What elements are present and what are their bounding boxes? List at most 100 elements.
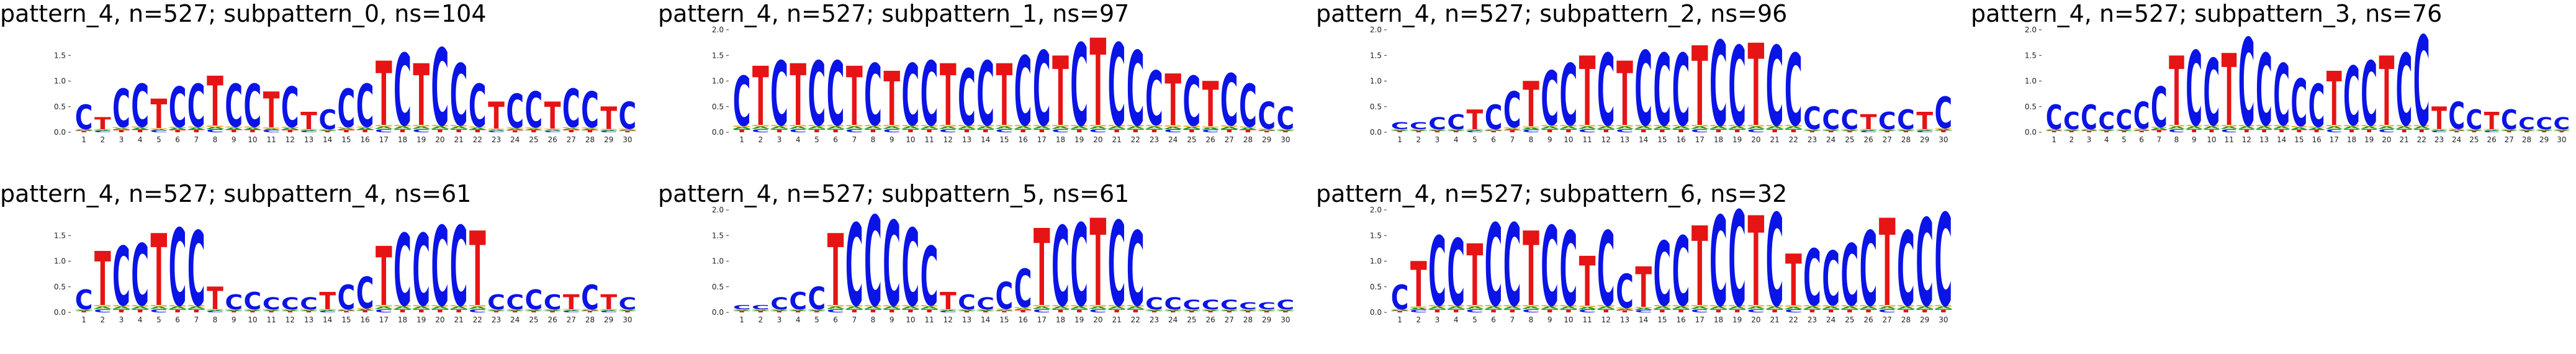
svg-text:G: G (1088, 304, 1108, 307)
logo-letter: C (131, 73, 149, 141)
svg-text:A: A (995, 126, 1014, 130)
svg-text:G: G (807, 124, 827, 127)
logo-letter-minor: T (1898, 130, 1914, 133)
svg-text:T: T (1429, 308, 1446, 314)
x-tick-label: 19 (417, 315, 426, 324)
svg-text:A: A (1822, 306, 1841, 310)
svg-text:A: A (1145, 126, 1164, 130)
svg-text:G: G (2097, 129, 2116, 130)
svg-text:T: T (1071, 308, 1088, 314)
logo-letter: T (1467, 227, 1484, 325)
x-tick-label: 28 (585, 135, 595, 144)
svg-text:G: G (186, 304, 206, 307)
svg-text:C: C (206, 311, 224, 313)
svg-text:C: C (562, 78, 580, 140)
svg-text:G: G (2343, 124, 2361, 127)
svg-text:A: A (826, 306, 845, 310)
svg-text:C: C (375, 308, 393, 314)
logo-letter-minor: A (205, 310, 225, 312)
x-tick-label: 3 (1435, 135, 1440, 144)
x-tick-label: 22 (2417, 135, 2426, 144)
svg-text:T: T (300, 107, 317, 135)
x-tick-label: 7 (2156, 135, 2161, 144)
x-tick-label: 19 (1074, 135, 1084, 144)
svg-text:T: T (1071, 128, 1088, 134)
logo-letter-minor: G (1219, 125, 1239, 127)
svg-text:T: T (169, 308, 187, 314)
svg-text:G: G (1521, 304, 1541, 307)
logo-letter-minor: A (2290, 127, 2308, 130)
logo-letter-minor: T (771, 128, 788, 134)
x-tick-label: 5 (156, 315, 161, 324)
x-tick-label: 1 (81, 315, 86, 324)
logo-letter-minor: A (751, 310, 770, 312)
logo-letter: C (356, 269, 374, 319)
svg-text:C: C (356, 269, 374, 319)
logo-letter-minor: G (1615, 307, 1634, 309)
logo-letter: C (1728, 184, 1746, 336)
logo-letter-minor: G (1783, 305, 1803, 307)
svg-text:A: A (281, 127, 300, 130)
svg-text:A: A (543, 129, 562, 131)
x-tick-label: 9 (1547, 135, 1552, 144)
svg-text:A: A (1447, 130, 1466, 132)
svg-text:A: A (412, 126, 431, 130)
logo-letter-minor: G (1088, 304, 1108, 307)
logo-letter-minor: A (1878, 306, 1897, 310)
svg-text:T: T (1729, 308, 1746, 314)
logo-letter: C (845, 200, 863, 331)
y-tick-label: 0.0 (712, 308, 724, 317)
logo-letter: T (2326, 56, 2342, 142)
logo-letter-minor: A (468, 127, 487, 130)
svg-text:A: A (1784, 306, 1803, 310)
x-tick-label: 18 (1056, 315, 1065, 324)
svg-text:T: T (1258, 311, 1275, 313)
x-tick-label: 7 (1510, 135, 1515, 144)
x-tick-label: 19 (1732, 135, 1742, 144)
svg-text:A: A (374, 126, 394, 130)
logo-letter-minor: T (2151, 129, 2167, 133)
svg-text:G: G (1765, 124, 1785, 127)
svg-text:C: C (1089, 128, 1107, 134)
svg-text:G: G (430, 304, 450, 307)
logo-letter: C (1860, 211, 1878, 330)
svg-text:C: C (206, 129, 224, 134)
logo-letter: C (1239, 301, 1257, 312)
logo-letter-minor: G (788, 309, 808, 311)
svg-text:A: A (976, 126, 996, 130)
logo-letter-minor: C (544, 130, 562, 133)
logo-letter-minor: A (976, 310, 996, 312)
logo-letter-minor: G (336, 127, 356, 129)
x-tick-label: 1 (81, 135, 86, 144)
svg-text:C: C (996, 274, 1014, 317)
logo-letter-minor: G (1125, 304, 1145, 307)
svg-text:G: G (74, 309, 94, 311)
logo-letter: C (1560, 211, 1578, 330)
svg-text:T: T (413, 308, 430, 314)
logo-letter-minor: T (1785, 128, 1803, 134)
svg-text:T: T (1654, 308, 1672, 314)
logo-letter: T (300, 107, 317, 135)
logo-letter-minor: G (1727, 124, 1747, 127)
svg-text:C: C (1428, 114, 1446, 133)
logo-letter: T (263, 81, 280, 139)
svg-text:A: A (1690, 306, 1709, 310)
logo-letter-minor: T (958, 311, 975, 313)
logo-letter-minor: T (1598, 308, 1615, 314)
svg-text:G: G (486, 129, 506, 130)
logo-letter-minor: T (2116, 130, 2132, 133)
logo-letter-minor: A (225, 127, 244, 130)
svg-text:T: T (207, 280, 223, 317)
logo-letter-minor: G (1238, 126, 1258, 128)
svg-text:A: A (732, 310, 752, 312)
svg-text:G: G (1877, 129, 1897, 130)
svg-text:G: G (1896, 304, 1916, 307)
logo-letter-minor: A (845, 306, 864, 310)
svg-text:A: A (187, 306, 206, 310)
x-tick-label: 11 (266, 135, 276, 144)
svg-text:A: A (1916, 130, 1935, 132)
svg-text:T: T (996, 47, 1013, 145)
logo-letter-minor: G (318, 309, 338, 311)
svg-text:A: A (1466, 130, 1485, 132)
logo-letter-minor: T (2256, 129, 2272, 134)
